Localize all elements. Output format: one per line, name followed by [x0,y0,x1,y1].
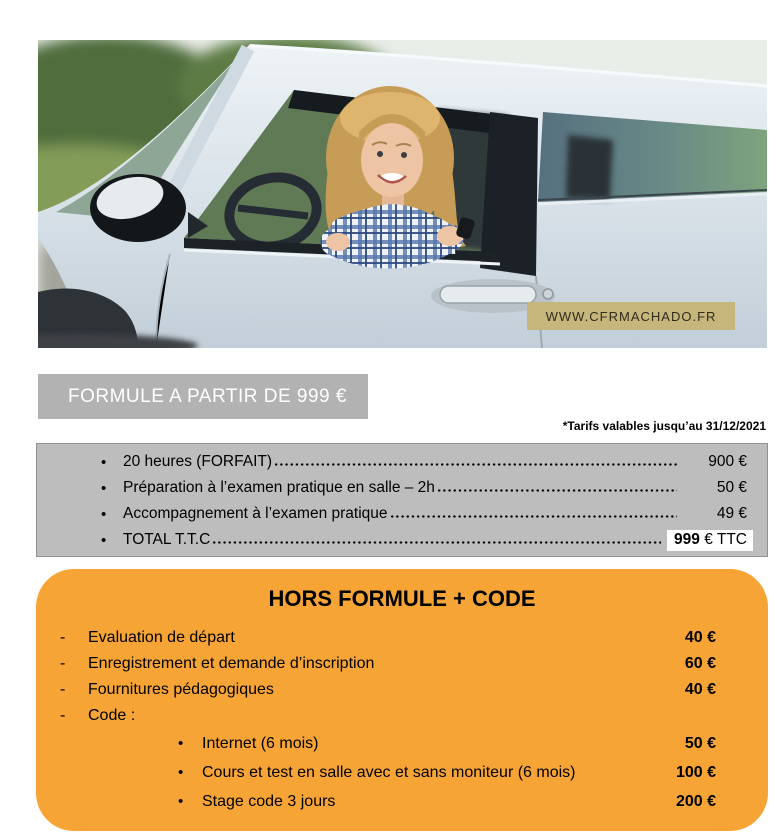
fee-amount: 40 € [684,681,716,698]
dotted-leader [437,487,677,494]
price-box: • 20 heures (FORFAIT) 900 € • Préparatio… [36,443,768,557]
dotted-leader [213,539,662,546]
dotted-leader [390,513,677,520]
fee-label: Internet (6 mois) [202,734,319,752]
bullet-icon: • [101,505,107,523]
total-amount-suffix: € TTC [699,530,747,548]
dotted-leader [275,461,677,468]
price-label: 20 heures (FORFAIT) [123,453,273,470]
fee-label: Cours et test en salle avec et sans moni… [202,763,576,781]
price-amount-highlighted: 999 € TTC [667,529,753,551]
wheel-arch [38,288,138,348]
fee-amount: 60 € [684,655,716,672]
fee-amount: 100 € [675,763,716,781]
keyhole [542,288,554,300]
woman [320,86,475,269]
code-fee-row: • Stage code 3 jours 200 € [178,787,716,816]
bullet-icon: • [178,793,184,810]
price-amount: 50 € [716,479,747,496]
headrest [566,135,613,200]
price-label: TOTAL T.T.C [123,531,211,548]
fee-label: Evaluation de départ [88,629,235,646]
hero-photo: WWW.CFRMACHADO.FR [38,40,767,348]
b-pillar [480,112,538,276]
price-row: • Préparation à l’examen pratique en sal… [101,475,747,501]
formule-banner-text: FORMULE A PARTIR DE 999 € [68,385,347,407]
door-handle [439,285,537,304]
auto-moto-ecole-text: AUTO MOTO ECOLE [85,0,245,3]
side-mirror [90,174,208,242]
roof-highlight [249,44,767,88]
fee-amount: 200 € [675,792,716,810]
bullet-icon: • [101,453,107,471]
price-row-total: • TOTAL T.T.C 999 € TTC [101,527,753,553]
dash-icon: - [60,655,66,672]
formule-banner: FORMULE A PARTIR DE 999 € [38,374,368,419]
car-key-fob [456,217,475,239]
code-fee-row: • Cours et test en salle avec et sans mo… [178,758,716,787]
bullet-icon: • [101,531,107,549]
bullet-icon: • [178,735,184,752]
fee-amount: 50 € [684,734,716,752]
fee-row: - Fournitures pédagogiques 40 € [60,677,716,703]
bullet-icon: • [178,764,184,781]
dash-icon: - [60,681,66,698]
fee-row-code: - Code : [60,703,716,729]
hors-formule-box: HORS FORMULE + CODE - Evaluation de dépa… [36,569,768,831]
fee-amount: 40 € [684,629,716,646]
total-amount-value: 999 [674,530,700,548]
fee-label: Fournitures pédagogiques [88,681,274,698]
price-amount: 900 € [708,453,747,470]
fee-row: - Enregistrement et demande d’inscriptio… [60,651,716,677]
hors-formule-title: HORS FORMULE + CODE [268,586,536,611]
fee-label: Stage code 3 jours [202,792,336,810]
bullet-icon: • [101,479,107,497]
price-row: • Accompagnement à l’examen pratique 49 … [101,501,747,527]
price-row: • 20 heures (FORFAIT) 900 € [101,449,747,475]
code-fee-row: • Internet (6 mois) 50 € [178,729,716,758]
dash-icon: - [60,707,66,724]
fee-label: Enregistrement et demande d’inscription [88,655,375,672]
price-amount: 49 € [716,505,747,522]
top-clipped-text: AUTO MOTO ECOLE [85,0,245,7]
tarifs-note: *Tarifs valables jusqu’au 31/12/2021 [562,419,766,433]
price-label: Préparation à l’examen pratique en salle… [123,479,435,496]
price-label: Accompagnement à l’examen pratique [123,505,388,522]
fee-list: - Evaluation de départ 40 € - Enregistre… [36,625,768,816]
fee-label: Code : [88,707,136,724]
car-photo-illustration [38,40,767,348]
website-label: WWW.CFRMACHADO.FR [527,302,735,330]
fee-row: - Evaluation de départ 40 € [60,625,716,651]
dash-icon: - [60,629,66,646]
